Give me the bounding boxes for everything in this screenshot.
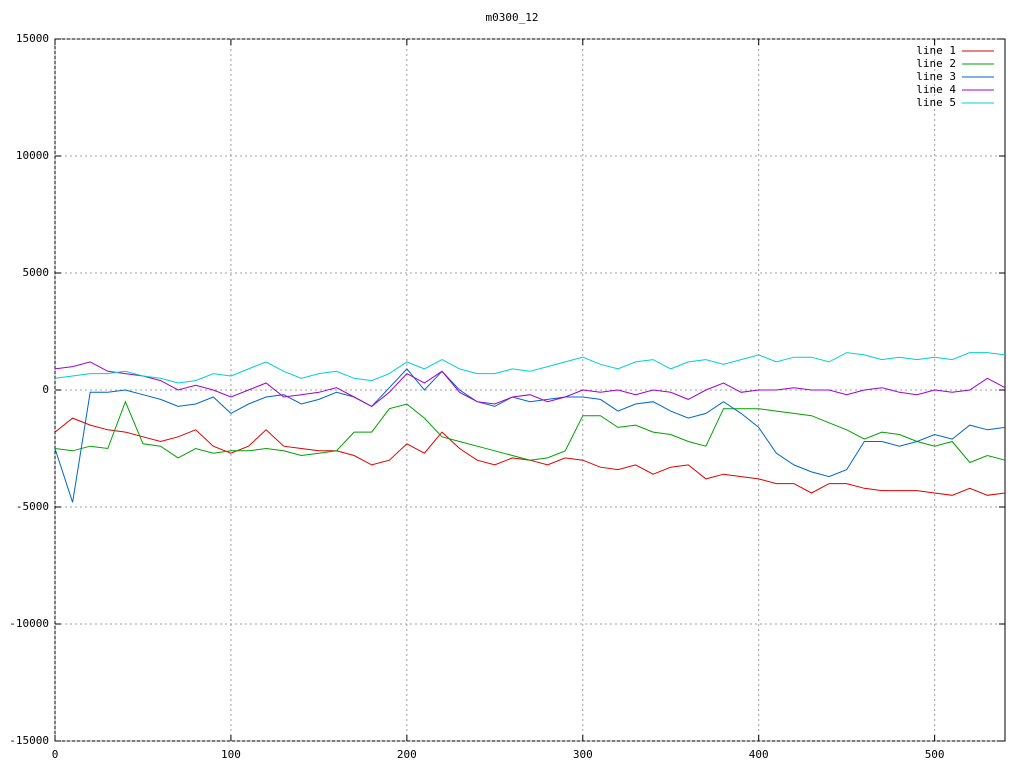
x-tick-label: 400 — [749, 748, 769, 761]
legend-label: line 2 — [916, 57, 956, 70]
data-line — [54, 352, 1006, 384]
y-tick-label: -15000 — [9, 734, 49, 747]
y-tick-label: -10000 — [9, 617, 49, 630]
data-line — [54, 368, 1006, 503]
x-tick-label: 100 — [221, 748, 241, 761]
x-tick-label: 300 — [573, 748, 593, 761]
data-line — [54, 400, 1006, 464]
y-tick-label: 15000 — [16, 32, 49, 45]
legend-label: line 1 — [916, 44, 956, 57]
x-tick-label: 500 — [925, 748, 945, 761]
legend-label: line 5 — [916, 96, 956, 109]
data-line — [54, 417, 1006, 496]
y-tick-label: -5000 — [16, 500, 49, 513]
y-tick-label: 0 — [42, 383, 49, 396]
legend-label: line 4 — [916, 83, 956, 96]
legend-label: line 3 — [916, 70, 956, 83]
x-tick-label: 0 — [52, 748, 59, 761]
y-tick-label: 5000 — [23, 266, 50, 279]
x-tick-label: 200 — [397, 748, 417, 761]
data-line — [54, 361, 1006, 407]
y-tick-label: 10000 — [16, 149, 49, 162]
chart-title: m0300_12 — [486, 11, 539, 24]
